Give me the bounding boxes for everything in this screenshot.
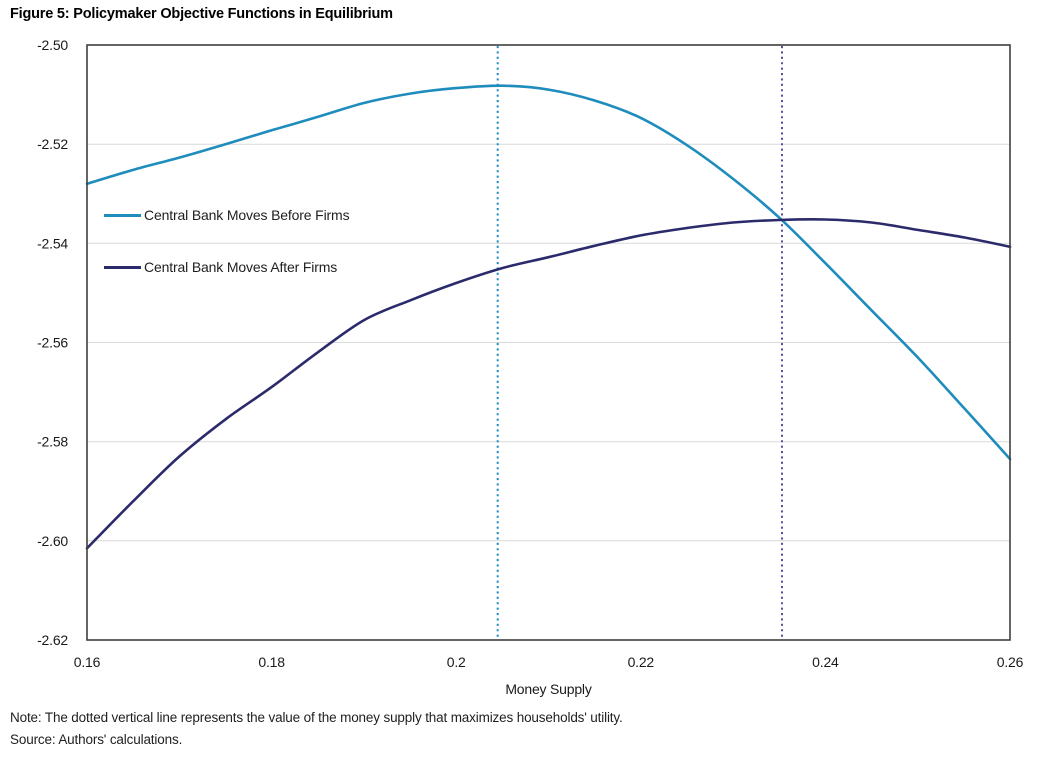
x-axis-title: Money Supply <box>505 681 592 697</box>
legend-label-after: Central Bank Moves After Firms <box>144 259 338 275</box>
chart-legend: Central Bank Moves Before Firms Central … <box>104 206 350 310</box>
legend-label-before: Central Bank Moves Before Firms <box>144 207 350 223</box>
curve-central-bank-before-firms <box>85 84 1012 461</box>
legend-item-before-firms: Central Bank Moves Before Firms <box>104 206 350 224</box>
legend-item-after-firms: Central Bank Moves After Firms <box>104 258 349 276</box>
note-text: Note: The dotted vertical line represent… <box>10 710 623 725</box>
x-tick-label: 0.2 <box>447 654 466 670</box>
source-text: Source: Authors' calculations. <box>10 732 183 747</box>
y-tick-label: -2.62 <box>37 632 68 648</box>
y-tick-label: -2.56 <box>37 335 68 351</box>
legend-line-swatch-before <box>104 213 141 217</box>
y-tick-label: -2.52 <box>37 136 68 152</box>
x-tick-label: 0.24 <box>812 654 839 670</box>
legend-line-swatch-after <box>104 265 141 269</box>
figure-title: Figure 5: Policymaker Objective Function… <box>10 6 393 22</box>
x-tick-label: 0.18 <box>258 654 285 670</box>
y-tick-label: -2.54 <box>37 235 68 251</box>
x-tick-label: 0.22 <box>628 654 655 670</box>
y-tick-label: -2.60 <box>37 533 68 549</box>
x-tick-label: 0.26 <box>997 654 1024 670</box>
curve-central-bank-after-firms <box>85 218 1012 550</box>
plot-border <box>86 44 1011 641</box>
chart-canvas: -2.50 -2.52 -2.54 -2.56 -2.58 -2.60 -2.62 0.16 0… <box>37 37 1024 697</box>
y-tick-label: -2.58 <box>37 434 68 450</box>
y-tick-label: -2.50 <box>37 37 68 53</box>
x-tick-label: 0.16 <box>74 654 101 670</box>
